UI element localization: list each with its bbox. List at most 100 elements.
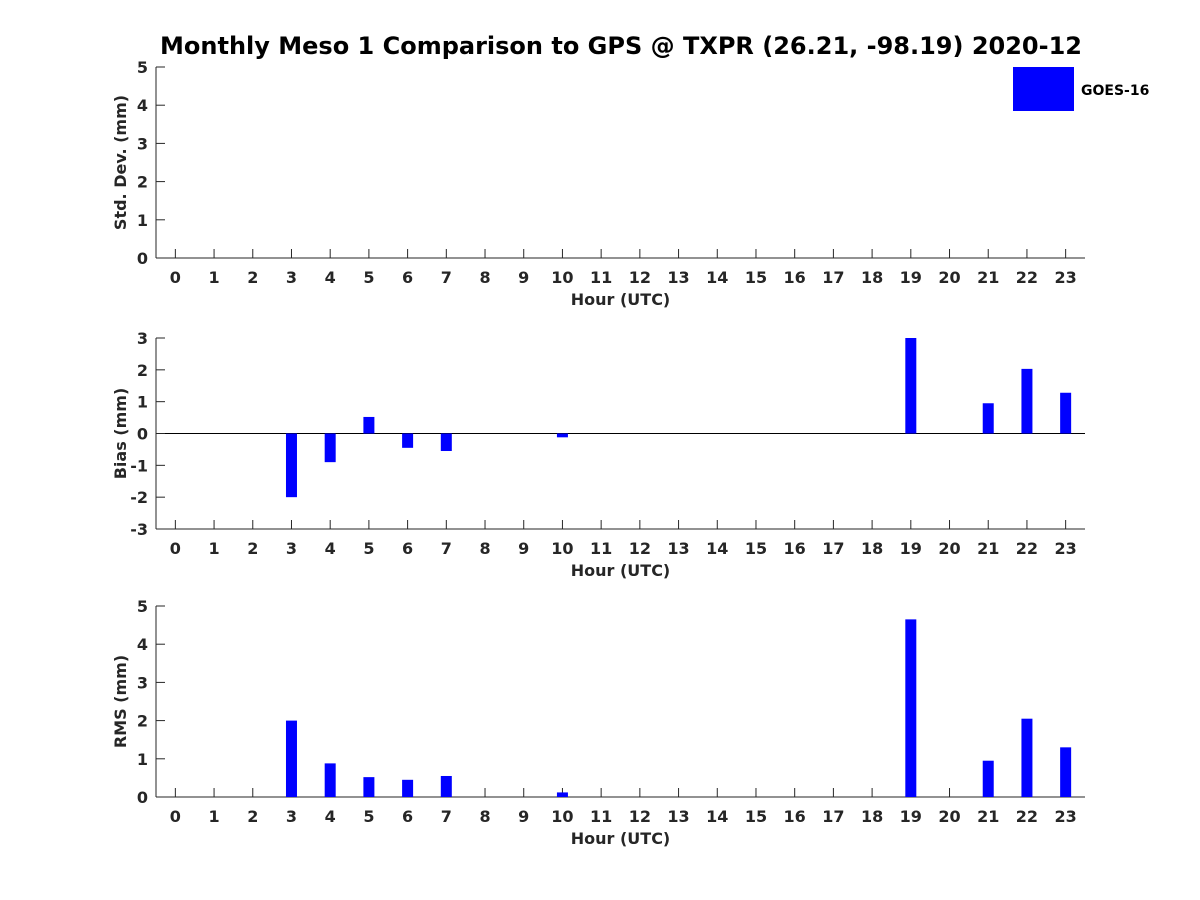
bar <box>905 619 917 797</box>
y-tick-label: 1 <box>137 211 148 230</box>
legend-label: GOES-16 <box>1081 83 1149 99</box>
x-tick-label: 4 <box>325 268 336 287</box>
legend-swatch <box>1013 67 1074 111</box>
x-tick-label: 15 <box>745 807 767 826</box>
bar <box>556 433 568 438</box>
x-tick-label: 14 <box>706 807 728 826</box>
y-tick-label: 1 <box>137 750 148 769</box>
x-tick-label: 12 <box>629 539 651 558</box>
x-tick-label: 22 <box>1016 807 1038 826</box>
x-tick-label: 14 <box>706 268 728 287</box>
bar <box>285 433 297 498</box>
x-tick-label: 1 <box>208 807 219 826</box>
x-tick-label: 0 <box>170 268 181 287</box>
x-tick-label: 9 <box>518 268 529 287</box>
x-tick-label: 5 <box>363 807 374 826</box>
x-tick-label: 4 <box>325 539 336 558</box>
bar <box>285 720 297 797</box>
x-tick-label: 12 <box>629 268 651 287</box>
x-tick-label: 1 <box>208 268 219 287</box>
x-tick-label: 8 <box>479 268 490 287</box>
x-tick-label: 16 <box>784 539 806 558</box>
y-tick-label: 3 <box>137 673 148 692</box>
x-tick-label: 19 <box>900 539 922 558</box>
x-tick-label: 9 <box>518 539 529 558</box>
x-tick-label: 21 <box>977 539 999 558</box>
y-tick-label: 0 <box>137 788 148 807</box>
x-tick-label: 9 <box>518 807 529 826</box>
x-tick-label: 15 <box>745 268 767 287</box>
y-tick-label: 2 <box>137 173 148 192</box>
y-axis-label: Bias (mm) <box>111 388 130 480</box>
x-tick-label: 14 <box>706 539 728 558</box>
y-tick-label: 0 <box>137 249 148 268</box>
bar <box>402 433 414 448</box>
x-tick-label: 10 <box>551 268 573 287</box>
y-axis-label: Std. Dev. (mm) <box>111 95 130 230</box>
bar <box>324 433 336 463</box>
x-axis-label: Hour (UTC) <box>571 290 671 309</box>
x-tick-label: 1 <box>208 539 219 558</box>
x-tick-label: 3 <box>286 268 297 287</box>
x-tick-label: 6 <box>402 268 413 287</box>
x-tick-label: 2 <box>247 268 258 287</box>
x-tick-label: 20 <box>938 268 960 287</box>
x-tick-label: 5 <box>363 539 374 558</box>
bar <box>905 338 917 434</box>
bar <box>363 777 375 797</box>
x-tick-label: 21 <box>977 268 999 287</box>
x-tick-label: 17 <box>822 539 844 558</box>
y-tick-label: -3 <box>130 520 148 539</box>
x-tick-label: 7 <box>441 539 452 558</box>
y-tick-label: 1 <box>137 393 148 412</box>
bar <box>1060 392 1072 434</box>
y-tick-label: 2 <box>137 361 148 380</box>
x-tick-label: 18 <box>861 539 883 558</box>
x-tick-label: 7 <box>441 268 452 287</box>
x-tick-label: 6 <box>402 807 413 826</box>
y-tick-label: 5 <box>137 597 148 616</box>
x-tick-label: 22 <box>1016 268 1038 287</box>
x-tick-label: 13 <box>667 807 689 826</box>
x-tick-label: 8 <box>479 539 490 558</box>
x-tick-label: 3 <box>286 807 297 826</box>
x-tick-label: 16 <box>784 268 806 287</box>
x-tick-label: 11 <box>590 268 612 287</box>
x-tick-label: 18 <box>861 807 883 826</box>
x-tick-label: 3 <box>286 539 297 558</box>
x-tick-label: 13 <box>667 268 689 287</box>
bar <box>363 416 375 434</box>
x-tick-label: 2 <box>247 539 258 558</box>
bar <box>440 433 452 452</box>
x-tick-label: 6 <box>402 539 413 558</box>
bar <box>982 760 994 797</box>
x-tick-label: 10 <box>551 539 573 558</box>
x-tick-label: 18 <box>861 268 883 287</box>
x-tick-label: 19 <box>900 268 922 287</box>
y-tick-label: 3 <box>137 329 148 348</box>
y-tick-label: 4 <box>137 635 148 654</box>
y-tick-label: 3 <box>137 134 148 153</box>
bar <box>402 779 414 797</box>
x-tick-label: 8 <box>479 807 490 826</box>
x-tick-label: 13 <box>667 539 689 558</box>
x-tick-label: 5 <box>363 268 374 287</box>
y-tick-label: 2 <box>137 712 148 731</box>
bar <box>556 792 568 797</box>
y-axis-label: RMS (mm) <box>111 655 130 748</box>
chart-title: Monthly Meso 1 Comparison to GPS @ TXPR … <box>160 32 1082 60</box>
bar <box>1021 368 1033 434</box>
x-tick-label: 19 <box>900 807 922 826</box>
x-tick-label: 23 <box>1055 268 1077 287</box>
x-tick-label: 7 <box>441 807 452 826</box>
y-tick-label: -2 <box>130 488 148 507</box>
x-tick-label: 2 <box>247 807 258 826</box>
y-tick-label: 0 <box>137 425 148 444</box>
bar <box>982 403 994 434</box>
x-tick-label: 23 <box>1055 539 1077 558</box>
bar <box>440 775 452 797</box>
